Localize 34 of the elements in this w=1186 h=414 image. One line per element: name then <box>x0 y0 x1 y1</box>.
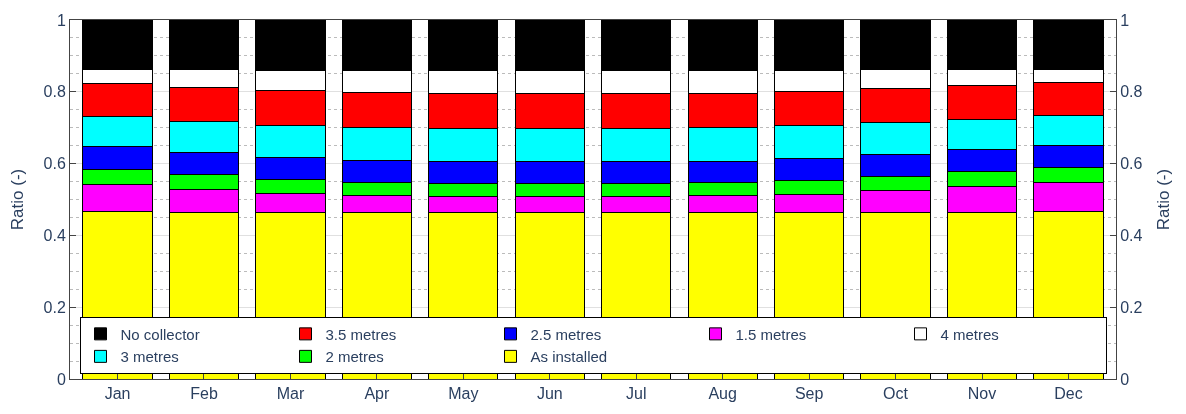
x-tick-label: Apr <box>364 385 390 403</box>
legend-label: 1.5 metres <box>735 325 807 343</box>
x-tick-label: Oct <box>883 385 909 403</box>
legend-label: As installed <box>530 348 608 366</box>
legend-label: 2.5 metres <box>530 325 602 343</box>
x-tick-label: Jan <box>104 385 131 403</box>
y2-tick-label: 0.4 <box>1120 227 1143 244</box>
x-tick-label: Dec <box>1054 385 1083 403</box>
x-tick-label: Jul <box>625 385 647 403</box>
legend-label: 3 metres <box>120 348 179 366</box>
y-axis-title: Ratio (-) <box>8 168 28 231</box>
y2-axis-title: Ratio (-) <box>1153 168 1173 231</box>
y2-tick-label: 0.6 <box>1120 155 1143 173</box>
legend-label: 2 metres <box>325 348 384 366</box>
x-tick-label: May <box>448 385 479 403</box>
x-tick-label: Aug <box>708 385 737 403</box>
legend-label: No collector <box>120 325 200 343</box>
x-tick-label: Nov <box>967 385 997 403</box>
x-tick-label: Mar <box>276 385 305 403</box>
x-tick-label: Feb <box>190 385 218 403</box>
x-tick-label: Jun <box>536 385 563 403</box>
y2-tick-label: 0 <box>1120 370 1130 388</box>
y-tick-label: 0 <box>56 370 66 388</box>
y-tick-label: 0.6 <box>43 155 66 173</box>
y-tick-label: 0.4 <box>43 227 66 244</box>
legend-label: 4 metres <box>940 325 999 343</box>
y-tick-label: 0.8 <box>43 83 66 101</box>
x-tick-label: Sep <box>794 385 824 403</box>
y2-tick-label: 1 <box>1120 11 1130 29</box>
y2-tick-label: 0.8 <box>1120 83 1143 101</box>
y2-tick-label: 0.2 <box>1120 298 1143 316</box>
y-tick-label: 1 <box>56 11 66 29</box>
y-tick-label: 0.2 <box>43 298 66 316</box>
legend-label: 3.5 metres <box>325 325 397 343</box>
